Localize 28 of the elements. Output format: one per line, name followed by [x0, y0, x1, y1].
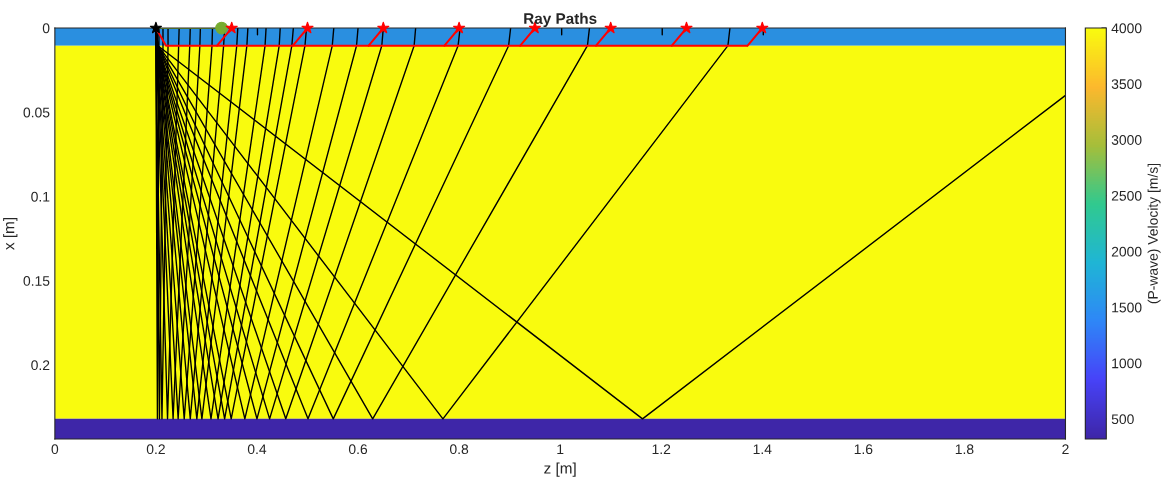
color-bar-title: (P-wave) Velocity [m/s] [1147, 163, 1161, 304]
y-tick-label: 0.05 [23, 107, 50, 118]
x-tick-label: 0.4 [247, 444, 267, 455]
x-tick-label: 0 [51, 444, 59, 455]
x-tick-label: 0.8 [449, 444, 469, 455]
y-tick-label: 0.1 [31, 191, 50, 202]
x-tick-label: 0.6 [348, 444, 368, 455]
color-bar-label: 2500 [1111, 190, 1142, 201]
chart-title: Ray Paths [524, 12, 597, 28]
color-bar-label: 3500 [1111, 79, 1142, 90]
x-axis-title: z [m] [544, 462, 576, 477]
x-tick-label: 1.6 [854, 444, 873, 455]
x-tick-label: 1 [557, 444, 564, 454]
y-tick-label: 0 [42, 23, 50, 34]
color-bar-label: 1000 [1112, 358, 1142, 369]
x-tick-label: 0.2 [146, 444, 165, 455]
x-tick-label: 1.4 [753, 444, 772, 454]
y-tick-label: 0.2 [31, 360, 50, 371]
color-bar-label: 500 [1111, 414, 1134, 425]
y-axis-title: x [m] [3, 218, 18, 250]
y-tick-label: 0.15 [23, 276, 50, 286]
x-tick-label: 1.2 [652, 444, 671, 454]
color-bar-label: 1500 [1112, 302, 1142, 313]
color-bar-label: 3000 [1111, 135, 1142, 145]
x-tick-label: 1.8 [955, 444, 974, 455]
color-bar-label: 2000 [1111, 246, 1142, 257]
color-bar-label: 4000 [1111, 23, 1142, 34]
x-tick-label: 2 [1062, 444, 1069, 454]
